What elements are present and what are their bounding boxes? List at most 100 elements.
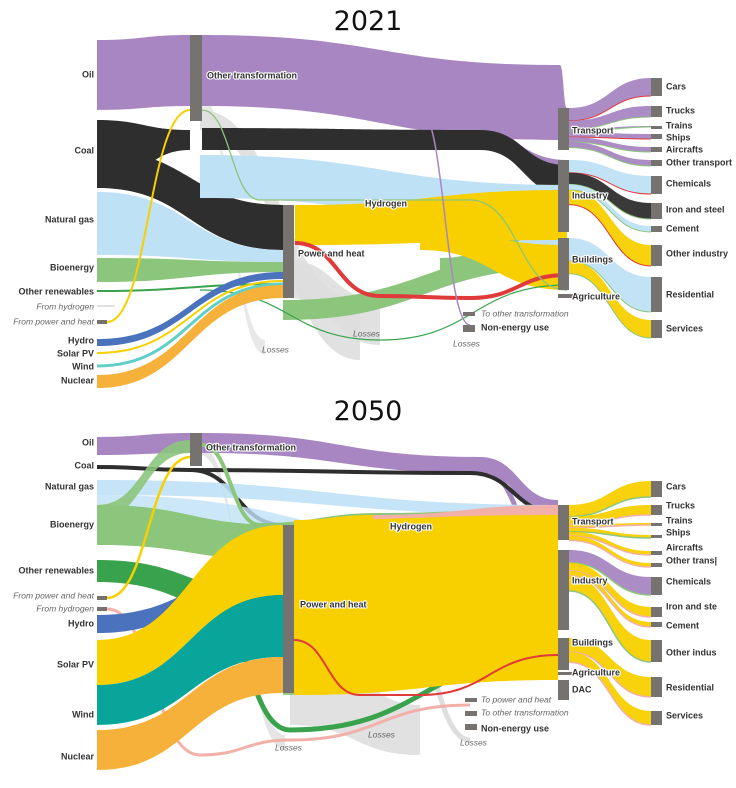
enduse-label: Iron and ste xyxy=(666,601,717,611)
sector-label: Buildings xyxy=(572,254,613,264)
source-label: Hydro xyxy=(68,335,95,345)
source-label: Bioenergy xyxy=(50,262,94,272)
enduse-label: Residential xyxy=(666,289,714,299)
enduse-label: Cars xyxy=(666,81,686,91)
source-label: Coal xyxy=(74,145,94,155)
source-label: Wind xyxy=(72,361,94,371)
sector-label: Agriculture xyxy=(572,667,620,677)
node-industry xyxy=(558,550,569,630)
flow-enduse-edge xyxy=(568,661,652,726)
flow-enduse xyxy=(569,575,651,662)
flow-power-industry xyxy=(295,190,567,245)
enduse-label: Ships xyxy=(666,527,691,537)
enduse-label: Aircrafts xyxy=(666,542,703,552)
flow-wind xyxy=(96,282,284,368)
node-dac xyxy=(558,680,569,700)
flow-enduse-edge xyxy=(568,524,652,529)
enduse-label: Trains xyxy=(666,120,693,130)
flow-enduse xyxy=(569,142,651,166)
flow-enduse-edge xyxy=(568,514,652,526)
enduse-label: Other indus xyxy=(666,647,717,657)
flow-enduse xyxy=(569,638,651,697)
flow-enduse xyxy=(569,536,651,567)
flow-bio-thin xyxy=(201,109,568,291)
enduse-label: Other transport xyxy=(666,157,732,167)
flow-oil xyxy=(97,35,190,110)
flow-enduse xyxy=(569,132,651,139)
label-non-energy-use: Non-energy use xyxy=(481,322,549,332)
flow-enduse xyxy=(569,562,651,617)
flow-enduse xyxy=(569,523,651,528)
flow-gas xyxy=(97,480,560,515)
flow-enduse-edge xyxy=(568,530,652,539)
flow-enduse xyxy=(569,160,651,194)
node-enduse xyxy=(651,203,662,219)
flow-enduse-edge xyxy=(568,126,652,133)
source-label: Bioenergy xyxy=(50,519,94,529)
label-to-power-and-heat: To power and heat xyxy=(481,694,552,704)
node-enduse xyxy=(651,277,662,312)
flow-enduse xyxy=(569,481,651,517)
flow-enduse-edge xyxy=(568,562,652,596)
enduse-label: Trucks xyxy=(666,105,695,115)
label-power-and-heat: Power and heat xyxy=(300,599,367,609)
flow-enduse-edge xyxy=(568,189,652,233)
flow-enduse xyxy=(569,172,651,219)
node-enduse xyxy=(651,245,662,266)
source-label: Nuclear xyxy=(61,375,95,385)
node-transport xyxy=(558,505,569,540)
flow-enduse-edge xyxy=(568,204,652,267)
node-enduse xyxy=(651,523,662,526)
enduse-label: Residential xyxy=(666,682,714,692)
flow-from-power xyxy=(106,455,191,600)
label-non-energy-use: Non-energy use xyxy=(481,723,549,733)
flow-enduse-edge xyxy=(568,273,652,339)
node-enduse xyxy=(651,551,662,555)
source-label: From hydrogen xyxy=(36,603,94,613)
source-label: Other renewables xyxy=(18,565,94,575)
flow-coal-power xyxy=(97,150,283,250)
source-label: From power and heat xyxy=(13,316,94,326)
flow-enduse-edge xyxy=(568,183,652,220)
node-enduse xyxy=(651,505,662,515)
node-industry xyxy=(558,160,569,232)
title-2021: 2021 xyxy=(333,6,403,37)
source-label: Natural gas xyxy=(45,481,94,491)
source-label: Oil xyxy=(82,69,94,79)
node-other-transformation xyxy=(190,35,202,121)
source-label: From hydrogen xyxy=(36,301,94,311)
flow-enduse xyxy=(569,106,651,130)
sector-label: Buildings xyxy=(572,637,613,647)
flow-enduse-edge xyxy=(568,147,652,167)
flow-coal-transport xyxy=(202,128,480,150)
flow-hydro xyxy=(97,272,283,346)
flow-enduse-edge xyxy=(568,575,652,628)
node-enduse xyxy=(651,640,662,662)
node-to-other-transformation xyxy=(463,312,475,316)
sector-label: Transport xyxy=(572,125,614,135)
flow-from-power xyxy=(106,109,191,323)
node-enduse xyxy=(651,226,662,232)
flow-enduse-edge xyxy=(568,535,652,556)
source-label: Solar PV xyxy=(57,659,94,669)
flow-coal-industry xyxy=(480,130,567,195)
node-enduse xyxy=(651,607,662,617)
flow-bio-power xyxy=(97,258,283,282)
label-losses: Losses xyxy=(275,742,303,752)
flow-enduse xyxy=(569,505,651,525)
sector-label: Agriculture xyxy=(572,291,620,301)
flow-enduse xyxy=(569,550,651,595)
flow-solar xyxy=(97,525,283,685)
node-non-energy-use xyxy=(463,325,475,332)
flow-bio-othertrans xyxy=(97,440,190,520)
source-label: Other renewables xyxy=(18,286,94,296)
flow-enduse xyxy=(569,190,651,266)
flow-wind xyxy=(97,595,283,725)
flow-enduse-edge xyxy=(568,496,652,518)
flow-enduse-edge xyxy=(568,116,652,130)
sector-label: Industry xyxy=(572,575,608,585)
source-label: Hydro xyxy=(68,618,95,628)
flow-enduse xyxy=(569,652,651,725)
flow-power-buildings xyxy=(420,230,567,290)
sector-label: Transport xyxy=(572,516,614,526)
